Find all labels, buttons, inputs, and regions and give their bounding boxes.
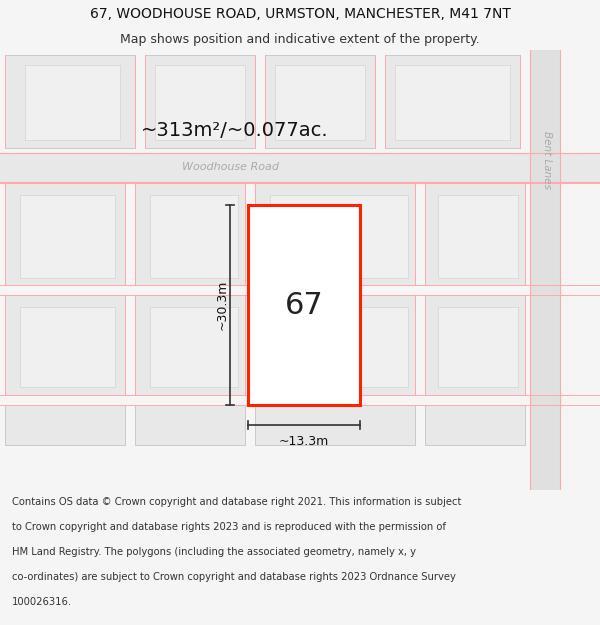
Text: 100026316.: 100026316. <box>12 597 72 607</box>
Bar <box>438 307 518 387</box>
Bar <box>135 295 245 395</box>
Bar <box>150 195 238 278</box>
Bar <box>5 295 125 395</box>
Bar <box>255 183 415 285</box>
Bar <box>145 55 255 148</box>
Bar <box>265 55 375 148</box>
Text: Woodhouse Road: Woodhouse Road <box>182 162 278 172</box>
Bar <box>275 65 365 140</box>
Bar <box>248 205 360 405</box>
Bar <box>425 183 525 285</box>
Text: 67, WOODHOUSE ROAD, URMSTON, MANCHESTER, M41 7NT: 67, WOODHOUSE ROAD, URMSTON, MANCHESTER,… <box>89 7 511 21</box>
Text: 67: 67 <box>284 291 323 319</box>
Bar <box>0 153 600 182</box>
Text: ~313m²/~0.077ac.: ~313m²/~0.077ac. <box>141 121 329 139</box>
Text: ~30.3m: ~30.3m <box>215 280 229 330</box>
Text: Map shows position and indicative extent of the property.: Map shows position and indicative extent… <box>120 32 480 46</box>
Bar <box>135 183 245 285</box>
Bar <box>5 183 125 285</box>
Text: Contains OS data © Crown copyright and database right 2021. This information is : Contains OS data © Crown copyright and d… <box>12 497 461 507</box>
Bar <box>530 50 560 490</box>
Bar <box>155 65 245 140</box>
Bar <box>5 405 125 445</box>
Bar <box>135 405 245 445</box>
Bar <box>255 405 415 445</box>
Bar <box>425 295 525 395</box>
Bar <box>438 195 518 278</box>
Bar <box>5 55 135 148</box>
Bar <box>150 307 238 387</box>
Text: co-ordinates) are subject to Crown copyright and database rights 2023 Ordnance S: co-ordinates) are subject to Crown copyr… <box>12 572 456 582</box>
Bar <box>395 65 510 140</box>
Bar <box>425 405 525 445</box>
Bar <box>255 295 415 395</box>
Bar <box>270 195 408 278</box>
Bar <box>270 307 408 387</box>
Text: Bent Lanes: Bent Lanes <box>542 131 552 189</box>
Text: to Crown copyright and database rights 2023 and is reproduced with the permissio: to Crown copyright and database rights 2… <box>12 522 446 532</box>
Bar <box>385 55 520 148</box>
Text: HM Land Registry. The polygons (including the associated geometry, namely x, y: HM Land Registry. The polygons (includin… <box>12 547 416 557</box>
Bar <box>20 195 115 278</box>
Bar <box>25 65 120 140</box>
Bar <box>20 307 115 387</box>
Text: ~13.3m: ~13.3m <box>279 435 329 448</box>
